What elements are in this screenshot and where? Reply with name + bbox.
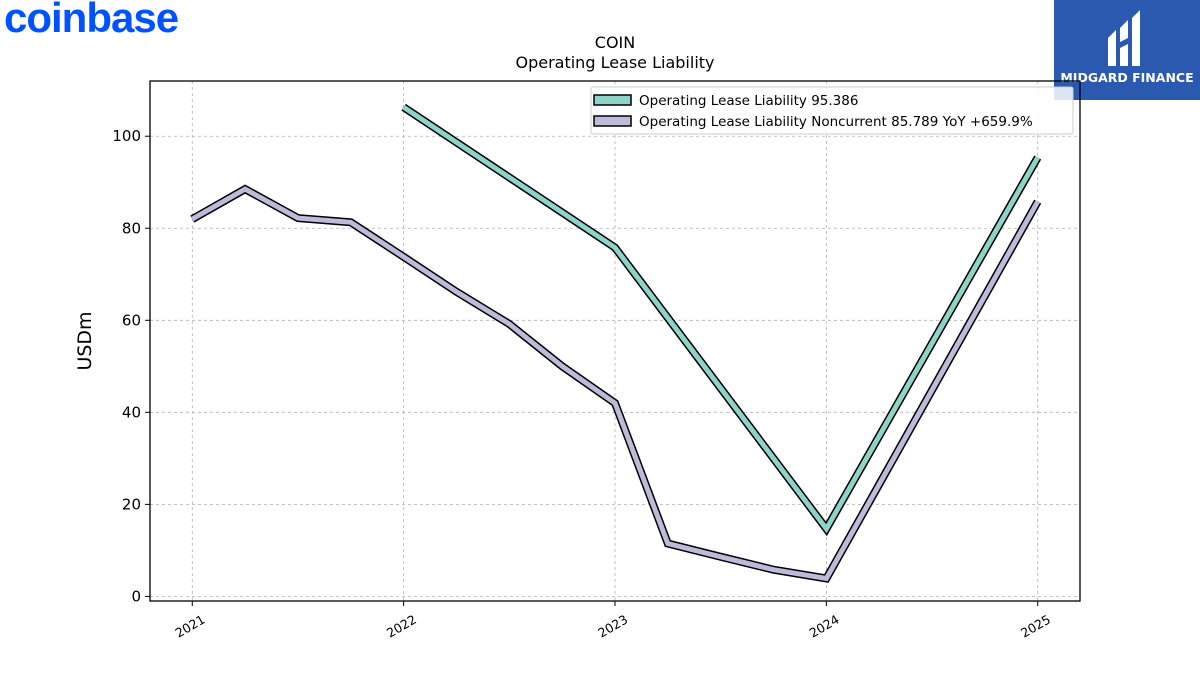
y-tick-label: 80 <box>122 219 141 237</box>
chart-title: COIN <box>595 33 635 52</box>
midgard-logo-text: MIDGARD FINANCE <box>1060 70 1194 85</box>
x-tick-label: 2023 <box>595 612 630 641</box>
x-tick-label: 2025 <box>1018 612 1053 641</box>
legend-label-0: Operating Lease Liability 95.386 <box>639 93 858 109</box>
series-group <box>190 103 1042 583</box>
legend-label-1: Operating Lease Liability Noncurrent 85.… <box>639 114 1033 130</box>
midgard-finance-logo: MIDGARD FINANCE <box>1054 0 1200 100</box>
legend-swatch-0 <box>593 94 632 106</box>
grid <box>150 81 1080 601</box>
y-tick-label: 60 <box>122 311 141 329</box>
y-tick-label: 100 <box>112 127 141 145</box>
y-tick-label: 40 <box>122 403 141 421</box>
y-tick-label: 20 <box>122 495 141 513</box>
y-axis-label: USDm <box>74 311 96 370</box>
y-axis: 0 20 40 60 80 100 <box>112 127 150 605</box>
x-axis: 2021 2022 2023 2024 2025 <box>172 601 1053 641</box>
coinbase-logo: coinbase <box>4 0 179 41</box>
y-tick-label: 0 <box>131 587 141 605</box>
chart-subtitle: Operating Lease Liability <box>515 53 714 72</box>
x-tick-label: 2024 <box>807 612 842 641</box>
legend-box <box>590 86 1074 135</box>
series-line-1 <box>191 186 1040 582</box>
x-tick-label: 2021 <box>172 612 207 641</box>
series-line-0 <box>402 105 1040 534</box>
legend-swatch-1 <box>593 115 632 127</box>
midgard-logo-mark-icon <box>1054 0 1200 100</box>
x-tick-label: 2022 <box>384 612 419 641</box>
legend: Operating Lease Liability 95.386 Operatin… <box>590 86 1074 135</box>
